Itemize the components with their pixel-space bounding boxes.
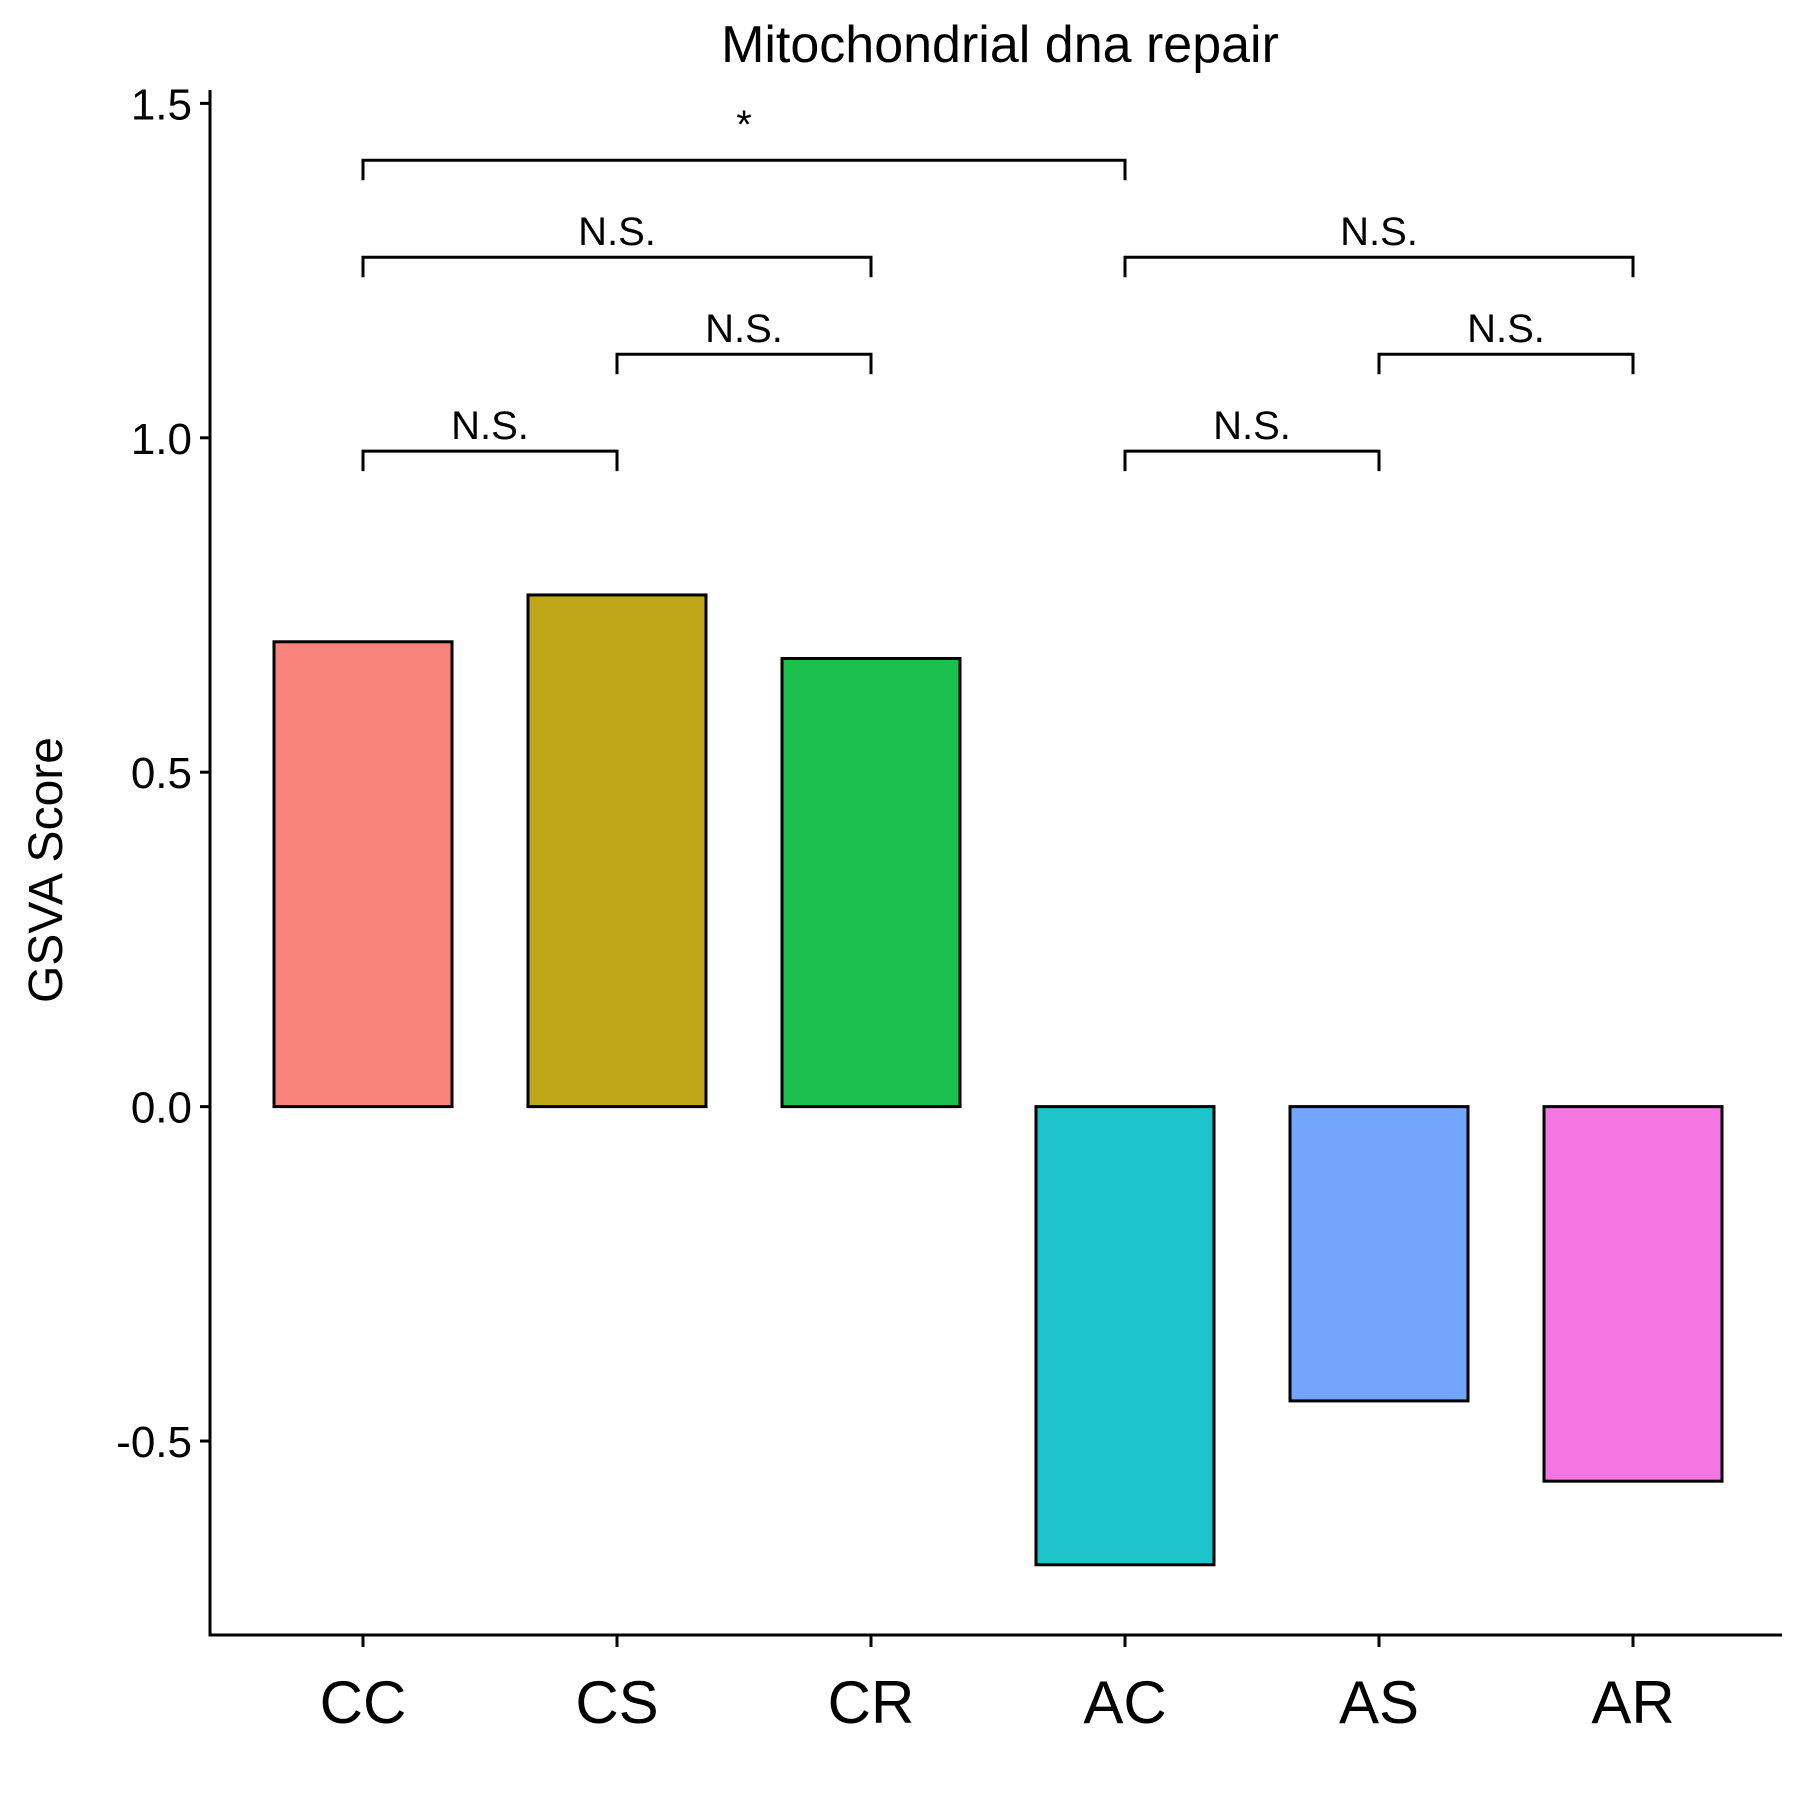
significance-label: N.S. — [705, 307, 783, 351]
significance-label: N.S. — [1213, 404, 1291, 448]
x-tick-label-cc: CC — [320, 1669, 407, 1736]
bracket-cc-cs — [361, 449, 619, 472]
significance-label: N.S. — [1340, 210, 1418, 254]
bracket-ac-ar — [1123, 255, 1635, 278]
bracket-cc-ac — [361, 158, 1127, 181]
bar-ar — [1542, 1105, 1724, 1483]
significance-label: N.S. — [451, 404, 529, 448]
significance-label: N.S. — [1467, 307, 1545, 351]
significance-label: N.S. — [578, 210, 656, 254]
bar-as — [1288, 1105, 1470, 1403]
bracket-cs-cr — [615, 352, 873, 375]
x-tick-label-ar: AR — [1591, 1669, 1674, 1736]
y-axis-label: GSVA Score — [20, 737, 73, 1003]
bar-cs — [526, 593, 708, 1109]
x-tick-label-cs: CS — [575, 1669, 658, 1736]
bars-layer — [272, 593, 1724, 1567]
y-tick-label: 1.5 — [131, 80, 192, 129]
y-tick-label: 0.5 — [131, 749, 192, 798]
x-tick-label-as: AS — [1339, 1669, 1419, 1736]
y-tick-label: 1.0 — [131, 415, 192, 464]
significance-label: * — [736, 103, 752, 147]
chart-title: Mitochondrial dna repair — [721, 16, 1279, 74]
bar-cr — [780, 657, 962, 1109]
bracket-as-ar — [1377, 352, 1635, 375]
axes: -0.5 0.0 0.5 1.0 1.5 CC CS CR AC AS AR — [116, 80, 1782, 1736]
y-tick-label: 0.0 — [131, 1084, 192, 1133]
x-tick-label-cr: CR — [828, 1669, 915, 1736]
bracket-ac-as — [1123, 449, 1381, 472]
bar-cc — [272, 640, 454, 1109]
x-tick-label-ac: AC — [1083, 1669, 1166, 1736]
y-tick-label: -0.5 — [116, 1418, 192, 1467]
bar-ac — [1034, 1105, 1216, 1567]
bracket-cc-cr — [361, 255, 873, 278]
significance-brackets: N.S. N.S. N.S. * N.S. N.S. N.S. — [361, 103, 1635, 472]
